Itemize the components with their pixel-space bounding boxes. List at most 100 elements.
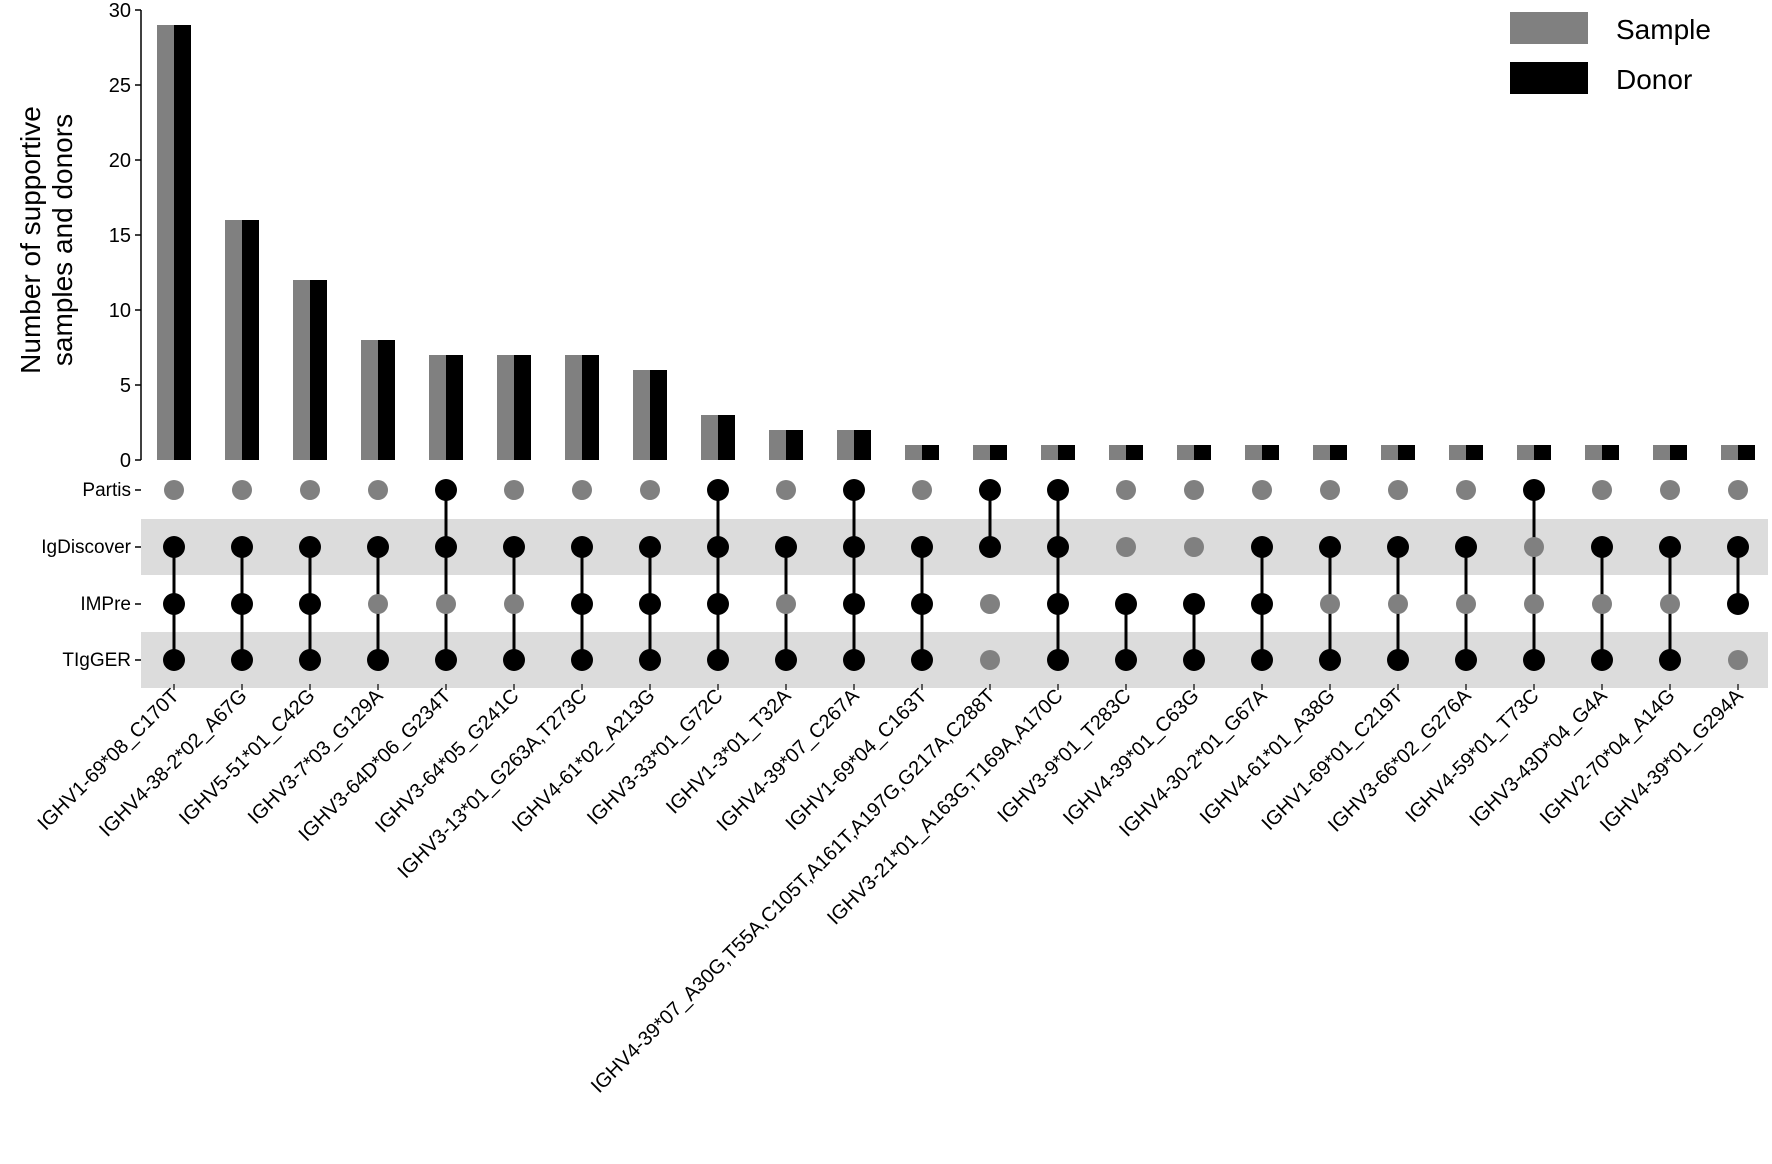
membership-dot-impre-23	[1727, 593, 1749, 615]
y-axis-label: Number of supportivesamples and donors	[15, 106, 78, 374]
membership-dot-partis-10	[843, 479, 865, 501]
bar-donor-19	[1466, 445, 1483, 460]
membership-dot-igdiscover-9	[775, 536, 797, 558]
membership-dot-tigger-6	[571, 649, 593, 671]
set-label-partis: Partis	[82, 480, 131, 501]
bar-donor-2	[310, 280, 327, 460]
bar-sample-0	[157, 25, 174, 460]
membership-dot-impre-13	[1047, 593, 1069, 615]
legend: Sample Donor	[1510, 12, 1711, 95]
membership-dot-partis-23	[1728, 480, 1748, 500]
bar-donor-5	[514, 355, 531, 460]
y-tick-label: 5	[120, 375, 131, 397]
category-label-20: IGHV4-59*01_T73C	[1401, 685, 1543, 827]
membership-dot-partis-12	[979, 479, 1001, 501]
membership-dot-tigger-17	[1319, 649, 1341, 671]
set-label-igdiscover: IgDiscover	[41, 537, 131, 558]
membership-dot-tigger-12	[980, 650, 1000, 670]
membership-dot-impre-3	[368, 594, 388, 614]
membership-dot-tigger-23	[1728, 650, 1748, 670]
y-axis: 0 5 10 15 20 25 30	[109, 0, 142, 472]
bar-donor-17	[1330, 445, 1347, 460]
membership-dot-igdiscover-6	[571, 536, 593, 558]
membership-dot-impre-16	[1251, 593, 1273, 615]
bar-sample-22	[1653, 445, 1670, 460]
membership-dot-igdiscover-1	[231, 536, 253, 558]
membership-dot-tigger-11	[911, 649, 933, 671]
bar-sample-20	[1517, 445, 1534, 460]
membership-dot-igdiscover-11	[911, 536, 933, 558]
band-igdiscover	[141, 519, 1768, 575]
bar-sample-12	[973, 445, 990, 460]
membership-dot-impre-8	[707, 593, 729, 615]
category-label-2: IGHV5-51*01_C42G	[175, 685, 319, 829]
category-label-3: IGHV3-7*03_G129A	[244, 685, 388, 829]
membership-dot-tigger-5	[503, 649, 525, 671]
membership-dot-impre-10	[843, 593, 865, 615]
bar-sample-14	[1109, 445, 1126, 460]
membership-dot-impre-17	[1320, 594, 1340, 614]
membership-dot-partis-4	[435, 479, 457, 501]
bar-donor-10	[854, 430, 871, 460]
y-axis-label-line: samples and donors	[47, 114, 78, 366]
membership-dot-impre-15	[1183, 593, 1205, 615]
y-tick-label: 0	[120, 450, 131, 472]
membership-dot-partis-13	[1047, 479, 1069, 501]
membership-dot-igdiscover-3	[367, 536, 389, 558]
membership-dot-tigger-10	[843, 649, 865, 671]
bar-sample-3	[361, 340, 378, 460]
membership-dot-tigger-14	[1115, 649, 1137, 671]
bar-sample-21	[1585, 445, 1602, 460]
membership-dot-igdiscover-4	[435, 536, 457, 558]
membership-dot-igdiscover-12	[979, 536, 1001, 558]
membership-dot-impre-7	[639, 593, 661, 615]
membership-dot-tigger-20	[1523, 649, 1545, 671]
legend-swatch-sample	[1510, 12, 1588, 44]
y-axis-label-line: Number of supportive	[15, 106, 46, 374]
membership-dot-igdiscover-10	[843, 536, 865, 558]
membership-dot-partis-8	[707, 479, 729, 501]
membership-dot-partis-11	[912, 480, 932, 500]
membership-dot-igdiscover-17	[1319, 536, 1341, 558]
bar-sample-16	[1245, 445, 1262, 460]
bar-donor-11	[922, 445, 939, 460]
membership-dot-partis-9	[776, 480, 796, 500]
y-tick-label: 15	[109, 225, 131, 247]
membership-dot-impre-5	[504, 594, 524, 614]
bar-donor-1	[242, 220, 259, 460]
membership-dot-tigger-7	[639, 649, 661, 671]
bar-donor-21	[1602, 445, 1619, 460]
bar-sample-8	[701, 415, 718, 460]
membership-dot-igdiscover-20	[1524, 537, 1544, 557]
membership-dot-tigger-3	[367, 649, 389, 671]
bar-sample-6	[565, 355, 582, 460]
legend-label-donor: Donor	[1616, 64, 1692, 95]
membership-dot-partis-15	[1184, 480, 1204, 500]
membership-dot-tigger-2	[299, 649, 321, 671]
bar-sample-10	[837, 430, 854, 460]
bar-donor-8	[718, 415, 735, 460]
membership-dot-partis-22	[1660, 480, 1680, 500]
category-label-9: IGHV1-3*01_T32A	[662, 685, 796, 819]
membership-dot-impre-9	[776, 594, 796, 614]
bar-donor-22	[1670, 445, 1687, 460]
legend-label-sample: Sample	[1616, 14, 1711, 45]
membership-dot-igdiscover-0	[163, 536, 185, 558]
membership-dot-impre-4	[436, 594, 456, 614]
membership-dot-tigger-1	[231, 649, 253, 671]
set-label-tigger: TIgGER	[62, 650, 131, 671]
membership-dot-igdiscover-22	[1659, 536, 1681, 558]
membership-dot-partis-0	[164, 480, 184, 500]
category-label-13: IGHV3-21*01_A163G,T169A,A170C	[823, 685, 1067, 929]
membership-dot-tigger-19	[1455, 649, 1477, 671]
membership-dot-impre-14	[1115, 593, 1137, 615]
bar-donor-13	[1058, 445, 1075, 460]
membership-dot-partis-7	[640, 480, 660, 500]
membership-dot-impre-21	[1592, 594, 1612, 614]
set-label-impre: IMPre	[80, 594, 131, 615]
membership-dot-tigger-18	[1387, 649, 1409, 671]
membership-dot-igdiscover-2	[299, 536, 321, 558]
membership-dot-impre-6	[571, 593, 593, 615]
legend-swatch-donor	[1510, 62, 1588, 94]
y-tick-label: 30	[109, 0, 131, 22]
